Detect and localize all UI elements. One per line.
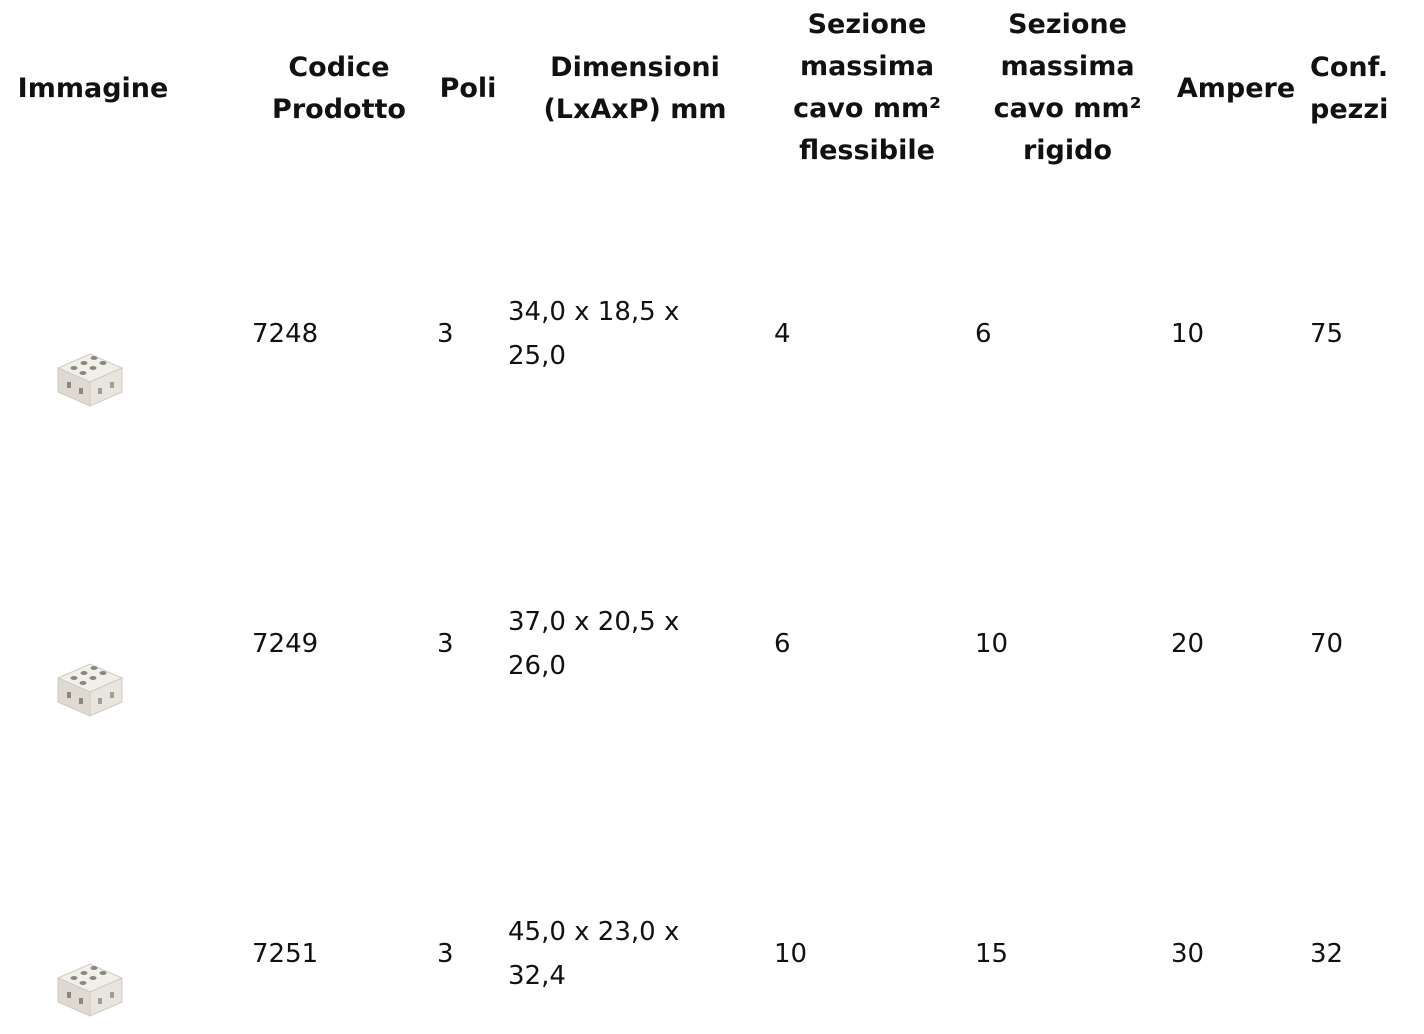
ampere-value: 10 [1171, 319, 1205, 349]
header-code: Codice Prodotto [272, 52, 406, 125]
table-row: 7249 3 37,0 x 20,5 x 26,0 6 10 20 70 [0, 490, 1424, 800]
header-rigid: Sezione massima cavo mm² rigido [993, 9, 1142, 166]
table-header: Immagine Codice Prodotto Poli Dimensioni… [0, 0, 1424, 180]
product-code: 7248 [252, 319, 319, 349]
header-pack: Conf. pezzi [1310, 52, 1389, 125]
header-poles: Poli [439, 73, 497, 104]
rigid-section-value: 10 [975, 629, 1009, 659]
header-image: Immagine [17, 73, 169, 104]
pack-value: 75 [1310, 319, 1344, 349]
table-row: 7251 3 45,0 x 23,0 x 32,4 10 15 30 32 [0, 800, 1424, 1027]
terminal-block-icon [50, 650, 130, 730]
pack-value: 70 [1310, 629, 1344, 659]
header-ampere: Ampere [1176, 73, 1296, 104]
terminal-block-icon [50, 950, 130, 1030]
ampere-value: 20 [1171, 629, 1205, 659]
flexible-section-value: 6 [774, 629, 791, 659]
poles-value: 3 [437, 939, 454, 969]
table-row: 7248 3 34,0 x 18,5 x 25,0 4 6 10 75 [0, 180, 1424, 490]
rigid-section-value: 15 [975, 939, 1009, 969]
header-flexible: Sezione massima cavo mm² flessibile [793, 9, 941, 166]
poles-value: 3 [437, 629, 454, 659]
flexible-section-value: 4 [774, 319, 791, 349]
rigid-section-value: 6 [975, 319, 992, 349]
dimensions-value: 34,0 x 18,5 x 25,0 [508, 297, 680, 371]
dimensions-value: 37,0 x 20,5 x 26,0 [508, 607, 680, 681]
flexible-section-value: 10 [774, 939, 808, 969]
dimensions-value: 45,0 x 23,0 x 32,4 [508, 917, 680, 991]
poles-value: 3 [437, 319, 454, 349]
ampere-value: 30 [1171, 939, 1205, 969]
product-code: 7251 [252, 939, 319, 969]
header-dimensions: Dimensioni (LxAxP) mm [543, 52, 727, 125]
pack-value: 32 [1310, 939, 1344, 969]
product-code: 7249 [252, 629, 319, 659]
terminal-block-icon [50, 340, 130, 420]
